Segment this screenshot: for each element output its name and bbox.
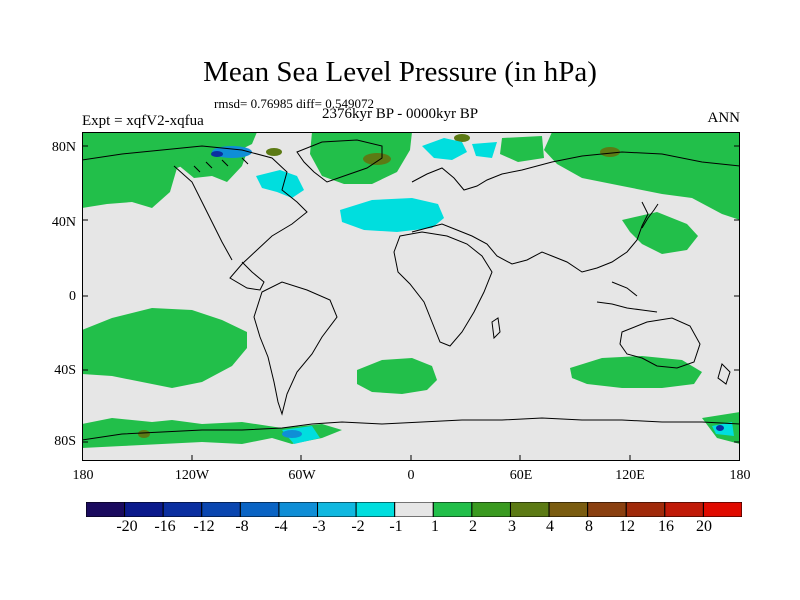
colorbar-swatch xyxy=(124,502,164,517)
colorbar-swatch xyxy=(664,502,704,517)
greenland-coast xyxy=(296,139,383,183)
colorbar-label-5: -4 xyxy=(274,518,288,535)
south-america-coast xyxy=(253,281,338,416)
coastlines xyxy=(82,139,740,441)
colorbar-swatch xyxy=(587,502,627,517)
pressure-map xyxy=(82,132,740,461)
stats-label: rmsd= 0.76985 diff= 0.549072 xyxy=(214,96,374,111)
colorbar-label-10: 2 xyxy=(469,518,477,535)
lon-label-180w: 180 xyxy=(72,468,94,483)
lat-label-40n: 40N xyxy=(51,215,76,230)
medium-positive-regions xyxy=(138,134,620,438)
colorbar-swatch xyxy=(201,502,241,517)
colorbar-swatch xyxy=(471,502,511,517)
period-label: 2376kyr BP - 0000kyr BP xyxy=(322,106,479,122)
colorbar-swatch xyxy=(355,502,396,517)
lon-label-0: 0 xyxy=(407,468,415,483)
antarctica-coast xyxy=(82,417,740,441)
colorbar-label-15: 16 xyxy=(658,518,674,535)
map-frame xyxy=(82,132,740,461)
negative-anomaly-regions xyxy=(256,138,734,444)
japan-coast xyxy=(641,203,659,229)
australia-coast xyxy=(619,317,701,369)
africa-coast xyxy=(393,231,493,347)
borneo-coast xyxy=(611,281,638,297)
colorbar-label-2: -16 xyxy=(154,518,176,535)
madagascar-coast xyxy=(491,317,501,340)
colorbar-swatch xyxy=(432,502,473,517)
colorbar-label-6: -3 xyxy=(312,518,326,535)
season-label: ANN xyxy=(707,110,741,126)
eurasia-north-coast xyxy=(411,151,740,191)
colorbar xyxy=(86,502,742,517)
colorbar-swatch xyxy=(162,502,203,517)
map-title: Mean Sea Level Pressure (in hPa) xyxy=(203,56,597,88)
colorbar-label-13: 8 xyxy=(585,518,593,535)
lat-label-0: 0 xyxy=(69,289,76,304)
new-zealand-coast xyxy=(717,363,731,385)
colorbar-label-9: 1 xyxy=(431,518,439,535)
colorbar-label-3: -12 xyxy=(193,518,215,535)
colorbar-label-8: -1 xyxy=(389,518,403,535)
indonesia-coast xyxy=(596,301,658,313)
north-america-west-coast xyxy=(173,165,233,261)
lon-label-120w: 120W xyxy=(174,468,210,483)
lon-label-180e: 180 xyxy=(729,468,751,483)
colorbar-swatch xyxy=(278,502,319,517)
colorbar-swatch xyxy=(548,502,589,517)
colorbar-swatch xyxy=(317,502,357,517)
lat-label-40s: 40S xyxy=(54,363,76,378)
lat-label-80s: 80S xyxy=(54,434,76,449)
lon-label-120e: 120E xyxy=(615,468,645,483)
colorbar-label-4: -8 xyxy=(235,518,249,535)
colorbar-swatch xyxy=(509,502,550,517)
colorbar-swatch xyxy=(239,502,280,517)
lon-label-60w: 60W xyxy=(288,468,316,483)
eurasia-south-coast xyxy=(411,201,649,273)
colorbar-label-7: -2 xyxy=(351,518,365,535)
colorbar-swatch xyxy=(394,502,434,517)
colorbar-swatch xyxy=(86,502,126,517)
colorbar-label-16: 20 xyxy=(696,518,712,535)
very-strong-negative-regions xyxy=(211,151,724,431)
colorbar-swatch xyxy=(702,502,742,517)
colorbar-swatch xyxy=(625,502,666,517)
north-america-coast xyxy=(82,145,308,291)
experiment-label: Expt = xqfV2-xqfua xyxy=(82,113,204,129)
colorbar-label-11: 3 xyxy=(508,518,516,535)
colorbar-label-12: 4 xyxy=(546,518,554,535)
colorbar-label-14: 12 xyxy=(619,518,635,535)
lat-label-80n: 80N xyxy=(51,140,76,155)
lon-label-60e: 60E xyxy=(509,468,533,483)
arctic-islands xyxy=(193,157,249,173)
colorbar-label-1: -20 xyxy=(116,518,138,535)
